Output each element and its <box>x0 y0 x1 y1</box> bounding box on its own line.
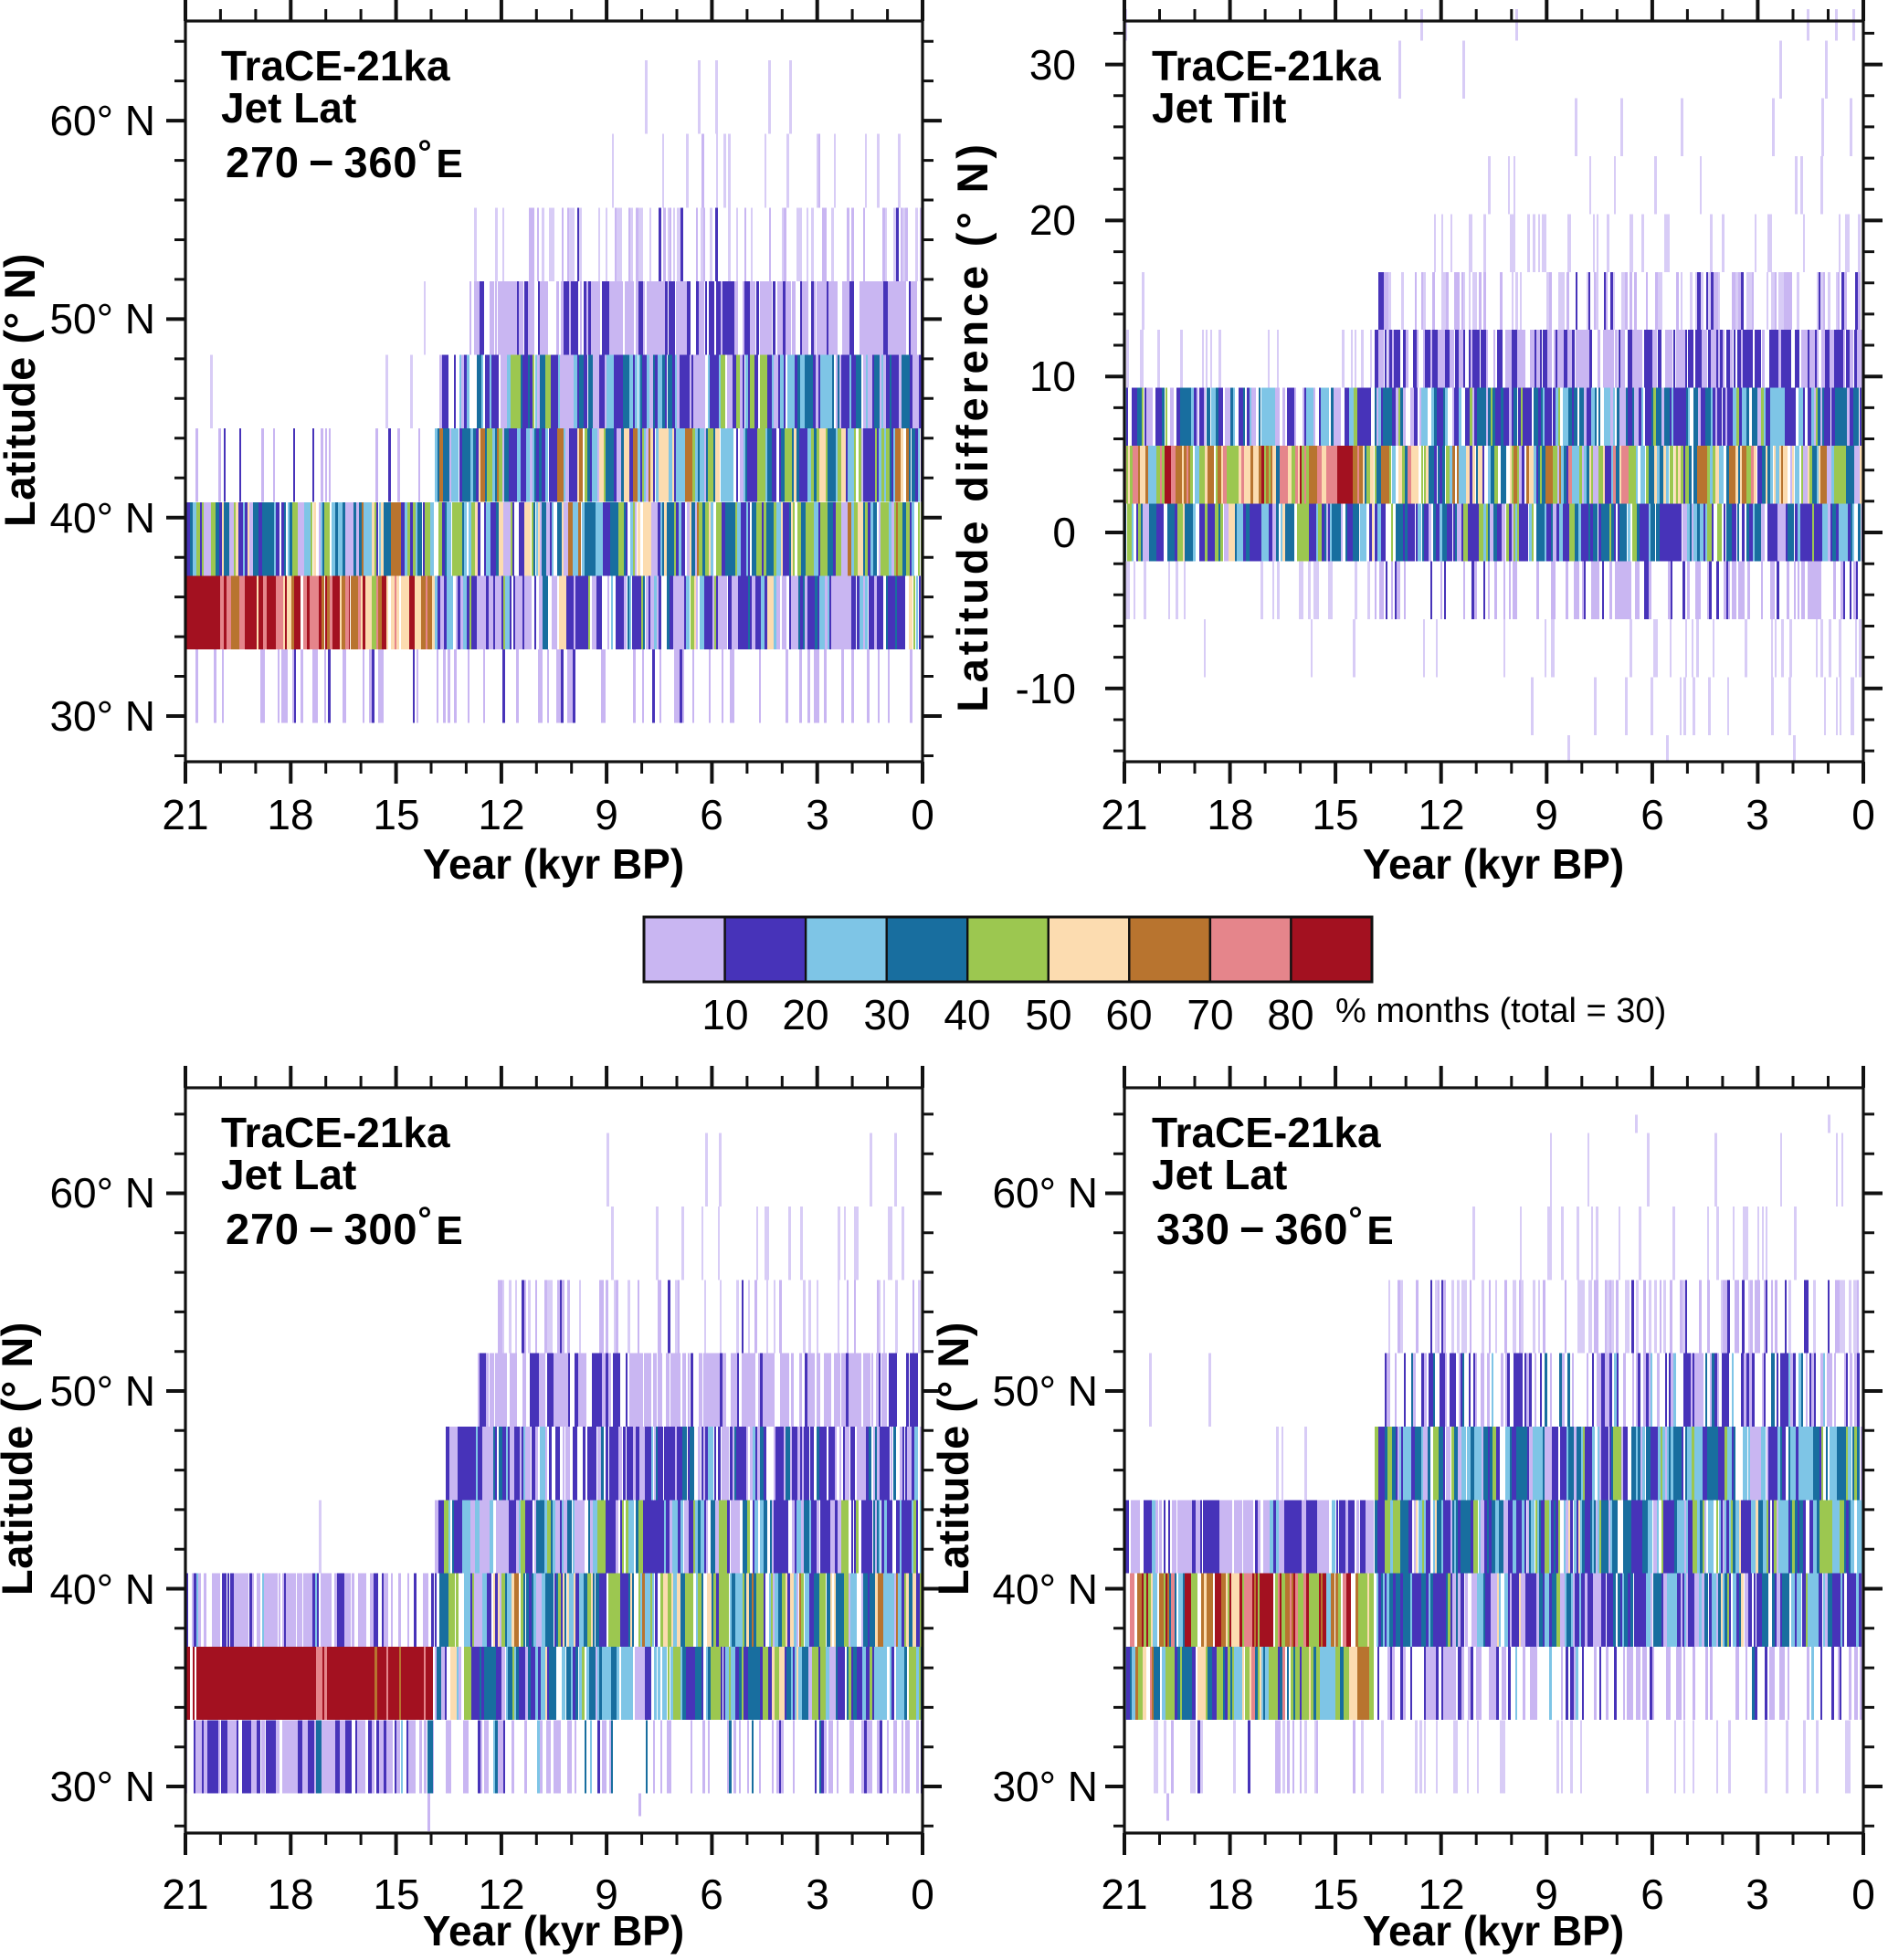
svg-text:15: 15 <box>1312 1870 1358 1918</box>
svg-text:12: 12 <box>1418 1870 1464 1918</box>
svg-text:15: 15 <box>373 791 419 838</box>
svg-text:Jet Lat: Jet Lat <box>221 1151 356 1198</box>
svg-text:0: 0 <box>911 1870 934 1918</box>
svg-text:Year (kyr BP): Year (kyr BP) <box>423 840 684 888</box>
svg-text:3: 3 <box>1746 791 1769 838</box>
svg-text:18: 18 <box>1207 791 1253 838</box>
svg-text:20: 20 <box>1029 196 1076 244</box>
svg-text:20: 20 <box>782 991 828 1038</box>
svg-text:3: 3 <box>1746 1870 1769 1918</box>
svg-text:6: 6 <box>700 1870 723 1918</box>
svg-text:TraCE-21ka: TraCE-21ka <box>1152 1109 1381 1156</box>
svg-text:30° N: 30° N <box>49 1763 155 1810</box>
svg-text:40° N: 40° N <box>992 1565 1098 1613</box>
svg-text:3: 3 <box>806 1870 829 1918</box>
svg-text:6: 6 <box>700 791 723 838</box>
svg-text:9: 9 <box>595 1870 618 1918</box>
svg-text:21: 21 <box>1101 791 1147 838</box>
svg-text:60° N: 60° N <box>49 97 155 144</box>
svg-text:Jet Tilt: Jet Tilt <box>1152 84 1286 132</box>
svg-text:TraCE-21ka: TraCE-21ka <box>221 1109 450 1156</box>
svg-text:40° N: 40° N <box>49 1565 155 1613</box>
svg-text:50° N: 50° N <box>49 1367 155 1415</box>
svg-text:0: 0 <box>911 791 934 838</box>
svg-text:18: 18 <box>267 791 313 838</box>
svg-text:12: 12 <box>478 791 524 838</box>
svg-text:0: 0 <box>1851 1870 1875 1918</box>
svg-text:40° N: 40° N <box>49 494 155 542</box>
svg-text:21: 21 <box>1101 1870 1147 1918</box>
svg-text:30° N: 30° N <box>49 692 155 740</box>
svg-text:21: 21 <box>162 791 208 838</box>
svg-text:50° N: 50° N <box>49 295 155 342</box>
svg-text:15: 15 <box>373 1870 419 1918</box>
svg-text:% months (total = 30): % months (total = 30) <box>1335 992 1666 1030</box>
svg-text:6: 6 <box>1640 791 1664 838</box>
svg-text:12: 12 <box>1418 791 1464 838</box>
svg-text:18: 18 <box>1207 1870 1253 1918</box>
svg-text:50° N: 50° N <box>992 1367 1098 1415</box>
svg-text:30: 30 <box>863 991 910 1038</box>
svg-text:40: 40 <box>944 991 990 1038</box>
svg-text:9: 9 <box>595 791 618 838</box>
svg-text:6: 6 <box>1640 1870 1664 1918</box>
svg-text:50: 50 <box>1025 991 1071 1038</box>
svg-text:Year (kyr BP): Year (kyr BP) <box>1363 1907 1624 1955</box>
svg-text:10: 10 <box>1029 353 1076 400</box>
svg-text:12: 12 <box>478 1870 524 1918</box>
svg-text:TraCE-21ka: TraCE-21ka <box>1152 42 1381 90</box>
svg-text:80: 80 <box>1267 991 1313 1038</box>
svg-text:Latitude (° N): Latitude (° N) <box>0 1322 41 1596</box>
svg-text:15: 15 <box>1312 791 1358 838</box>
svg-text:Jet Lat: Jet Lat <box>1152 1151 1287 1198</box>
svg-text:-10: -10 <box>1016 665 1076 712</box>
svg-text:3: 3 <box>806 791 829 838</box>
svg-text:30° N: 30° N <box>992 1763 1098 1810</box>
svg-text:Year (kyr BP): Year (kyr BP) <box>423 1907 684 1955</box>
svg-text:Latitude (° N): Latitude (° N) <box>0 253 44 527</box>
svg-text:Jet Lat: Jet Lat <box>221 84 356 132</box>
svg-text:Year (kyr BP): Year (kyr BP) <box>1363 840 1624 888</box>
svg-text:Latitude difference (° N): Latitude difference (° N) <box>948 141 997 712</box>
svg-text:18: 18 <box>267 1870 313 1918</box>
svg-text:60° N: 60° N <box>992 1169 1098 1217</box>
svg-text:Latitude (° N): Latitude (° N) <box>929 1322 977 1596</box>
svg-text:0: 0 <box>1052 509 1076 556</box>
svg-text:0: 0 <box>1851 791 1875 838</box>
svg-text:9: 9 <box>1535 1870 1558 1918</box>
svg-text:60: 60 <box>1105 991 1152 1038</box>
svg-text:30: 30 <box>1029 41 1076 89</box>
svg-text:10: 10 <box>701 991 748 1038</box>
svg-text:9: 9 <box>1535 791 1558 838</box>
svg-text:60° N: 60° N <box>49 1169 155 1217</box>
svg-text:70: 70 <box>1187 991 1233 1038</box>
svg-text:21: 21 <box>162 1870 208 1918</box>
svg-text:TraCE-21ka: TraCE-21ka <box>221 42 450 90</box>
